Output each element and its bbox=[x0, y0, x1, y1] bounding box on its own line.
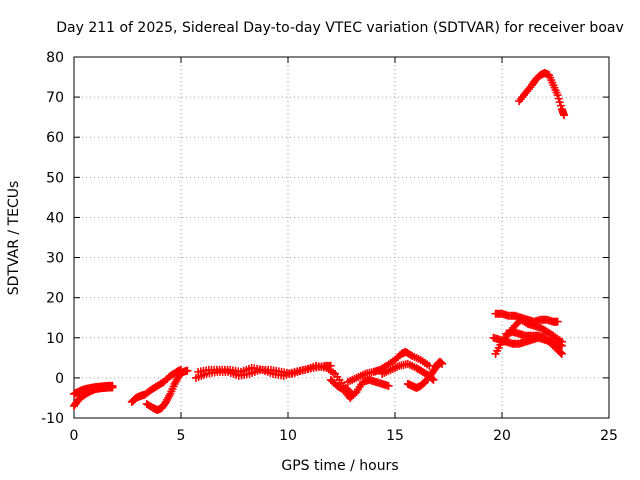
plot-frame bbox=[73, 56, 610, 419]
x-tick-label: 15 bbox=[386, 428, 404, 444]
y-tick-label: -10 bbox=[41, 411, 64, 427]
x-tick-label: 25 bbox=[600, 428, 618, 444]
data-point-marker bbox=[556, 101, 565, 110]
x-tick-label: 20 bbox=[493, 428, 511, 444]
y-tick-label: 40 bbox=[46, 210, 64, 226]
data-point-marker bbox=[553, 91, 562, 100]
data-point-marker bbox=[438, 359, 447, 368]
data-point-marker bbox=[108, 381, 117, 390]
series-arc-16 bbox=[515, 69, 569, 120]
x-tick-label: 0 bbox=[70, 428, 79, 444]
series-arc-11 bbox=[423, 357, 447, 384]
series-arc-15 bbox=[502, 327, 566, 358]
data-point-marker bbox=[350, 389, 359, 398]
y-tick-label: 70 bbox=[46, 90, 64, 106]
data-point-marker bbox=[384, 381, 393, 390]
axis-ticks: 0 5 10 15 20 25 -10 0 10 20 30 40 50 60 70 80 bbox=[41, 50, 618, 444]
y-axis-label: SDTVAR / TECUs bbox=[6, 181, 22, 296]
grid-lines bbox=[74, 57, 609, 418]
x-axis-label: GPS time / hours bbox=[281, 458, 398, 474]
data-point-marker bbox=[554, 94, 563, 103]
series-arc-6 bbox=[194, 361, 357, 398]
series-arc-4 bbox=[142, 366, 192, 414]
series-arc-7 bbox=[326, 375, 393, 402]
y-tick-label: 20 bbox=[46, 291, 64, 307]
y-tick-label: 30 bbox=[46, 251, 64, 267]
y-tick-label: 10 bbox=[46, 331, 64, 347]
chart-title: Day 211 of 2025, Sidereal Day-to-day VTE… bbox=[56, 20, 624, 36]
series-arc-2 bbox=[70, 381, 117, 398]
data-series bbox=[70, 69, 569, 414]
x-tick-label: 5 bbox=[177, 428, 186, 444]
y-tick-label: 0 bbox=[55, 371, 64, 387]
data-point-marker bbox=[557, 349, 566, 358]
data-point-marker bbox=[556, 348, 565, 357]
data-point-marker bbox=[425, 361, 434, 370]
data-point-marker bbox=[560, 111, 569, 120]
data-point-marker bbox=[553, 317, 562, 326]
y-tick-label: 80 bbox=[46, 50, 64, 66]
data-point-marker bbox=[183, 366, 192, 375]
series-arc-8 bbox=[343, 347, 434, 386]
x-tick-label: 10 bbox=[279, 428, 297, 444]
y-tick-label: 60 bbox=[46, 130, 64, 146]
data-point-marker bbox=[557, 341, 566, 350]
data-point-marker bbox=[555, 98, 564, 107]
y-tick-label: 50 bbox=[46, 170, 64, 186]
